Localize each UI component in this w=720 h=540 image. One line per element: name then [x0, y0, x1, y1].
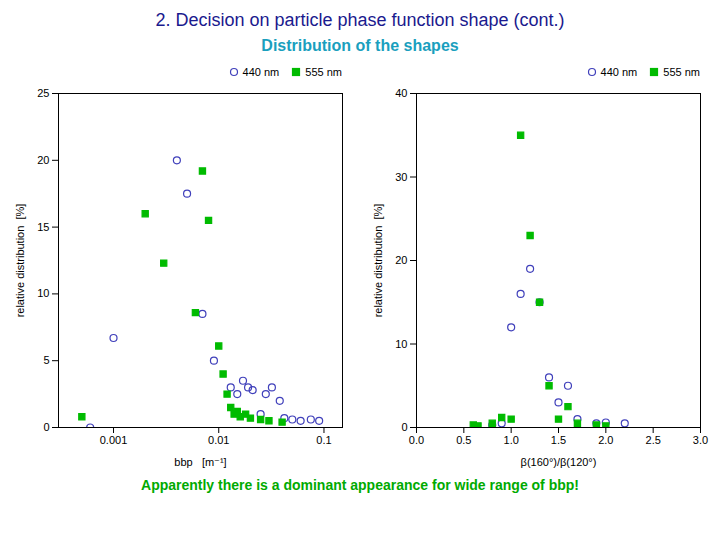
svg-text:25: 25	[37, 87, 49, 99]
svg-text:2.5: 2.5	[646, 434, 661, 446]
html-text:555 nm: 555 nm	[305, 66, 342, 78]
svg-text:0: 0	[43, 421, 49, 433]
svg-text:20: 20	[37, 154, 49, 166]
svg-text:10: 10	[395, 338, 407, 350]
html-text:Distribution of the shapes: Distribution of the shapes	[261, 37, 459, 54]
html-text:555 nm: 555 nm	[663, 66, 700, 78]
svg-text:1.5: 1.5	[551, 434, 566, 446]
svg-text:0: 0	[401, 421, 407, 433]
svg-text:20: 20	[395, 254, 407, 266]
svg-text:relative distribution [%]: relative distribution [%]	[14, 204, 26, 318]
svg-text:0.1: 0.1	[316, 434, 331, 446]
svg-text:30: 30	[395, 171, 407, 183]
svg-text:40: 40	[395, 87, 407, 99]
html-text:2. Decision on particle phase: 2. Decision on particle phase function s…	[155, 10, 565, 30]
svg-text:relative distribution [%]: relative distribution [%]	[372, 204, 384, 318]
html-text:440 nm: 440 nm	[600, 66, 638, 78]
html-text:Apparently there is a dominant: Apparently there is a dominant appearanc…	[141, 477, 579, 493]
svg-text:0.001: 0.001	[100, 434, 128, 446]
svg-text:2.0: 2.0	[598, 434, 613, 446]
svg-text:bbp [m⁻¹]: bbp [m⁻¹]	[174, 456, 226, 468]
svg-text:0.01: 0.01	[208, 434, 229, 446]
svg-text:1.0: 1.0	[504, 434, 519, 446]
svg-text:10: 10	[37, 287, 49, 299]
svg-text:5: 5	[43, 354, 49, 366]
svg-text:0.0: 0.0	[409, 434, 424, 446]
html-text:440 nm: 440 nm	[242, 66, 280, 78]
svg-text:3.0: 3.0	[693, 434, 708, 446]
svg-text:0.5: 0.5	[456, 434, 471, 446]
svg-text:β(160°)/β(120°): β(160°)/β(120°)	[521, 456, 597, 468]
svg-text:15: 15	[37, 221, 49, 233]
